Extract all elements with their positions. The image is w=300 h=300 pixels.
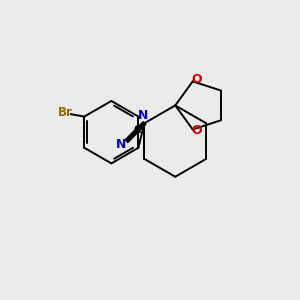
Text: N: N [138, 109, 148, 122]
Text: C: C [134, 125, 142, 135]
Text: O: O [192, 74, 202, 86]
Text: O: O [192, 124, 202, 137]
Text: N: N [116, 138, 127, 151]
Text: Br: Br [58, 106, 73, 119]
